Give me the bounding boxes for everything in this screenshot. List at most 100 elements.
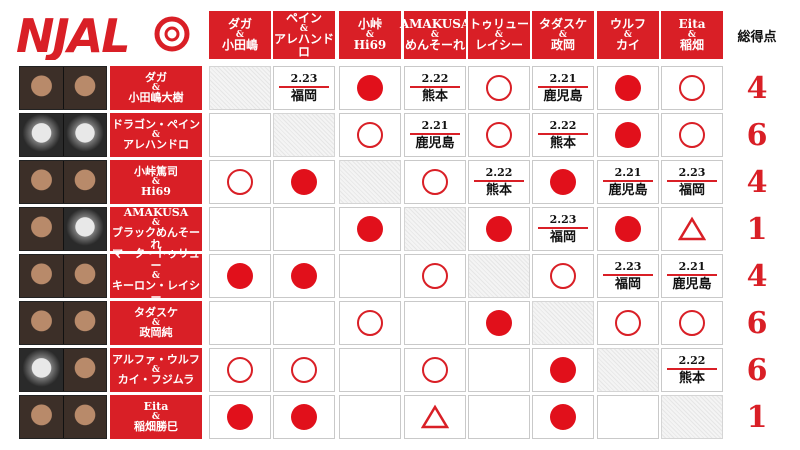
- win-filled-circle-icon: [550, 357, 576, 383]
- match-city: 熊本: [549, 135, 576, 151]
- match-cell: 2.23 福岡: [597, 254, 659, 298]
- draw-triangle-icon: [421, 404, 449, 429]
- match-cell: [404, 160, 466, 204]
- match-cell: [339, 66, 401, 110]
- match-cell: 2.23 福岡: [532, 207, 594, 251]
- masked-wrestler-portrait: [20, 349, 64, 391]
- date-divider: [603, 179, 653, 182]
- team-name: タダスケ & 政岡純: [110, 301, 202, 345]
- match-city: 鹿児島: [608, 182, 648, 198]
- match-cell: [209, 113, 271, 157]
- masked-wrestler-portrait: [63, 114, 106, 156]
- wrestler-portrait: [20, 208, 64, 250]
- team-name: アルファ・ウルフ & カイ・フジムラ: [110, 348, 202, 392]
- match-date: 2.21: [614, 165, 642, 179]
- match-city: 鹿児島: [543, 88, 583, 104]
- total-points: 1: [746, 399, 768, 435]
- opponent-header: タダスケ & 政岡: [532, 11, 594, 59]
- team-name: マーク・トゥリュー & キーロン・レイシー: [110, 248, 202, 304]
- team-member-2: 稲畑勝巳: [134, 420, 178, 433]
- match-cell: 2.22 熊本: [532, 113, 594, 157]
- match-cell: [273, 395, 335, 439]
- header-ampersand: &: [558, 30, 568, 40]
- win-filled-circle-icon: [227, 404, 253, 430]
- match-cell: 2.22 熊本: [404, 66, 466, 110]
- match-cell: [273, 160, 335, 204]
- match-cell: [532, 395, 594, 439]
- match-city: 熊本: [421, 88, 448, 104]
- team-ampersand: &: [151, 130, 161, 140]
- team-member-1: タダスケ: [134, 306, 178, 319]
- win-filled-circle-icon: [227, 263, 253, 289]
- match-cell: [404, 254, 466, 298]
- match-cell: [209, 254, 271, 298]
- date-divider: [603, 273, 653, 276]
- match-cell: 2.21 鹿児島: [597, 160, 659, 204]
- win-filled-circle-icon: [615, 216, 641, 242]
- team-ampersand: &: [151, 83, 161, 93]
- wrestler-portrait: [63, 67, 106, 109]
- date-divider: [474, 179, 524, 182]
- opponent-header: Eita & 稲畑: [661, 11, 723, 59]
- team-ampersand: &: [151, 365, 161, 375]
- header-ampersand: &: [299, 23, 309, 34]
- team-member-1: Eita: [143, 400, 169, 413]
- match-city: 福岡: [290, 88, 317, 104]
- wrestler-portrait: [20, 67, 64, 109]
- header-ampersand: &: [365, 30, 375, 40]
- team-member-1: AMAKUSA: [123, 206, 189, 219]
- wrestler-portrait: [63, 349, 106, 391]
- header-name-bottom: 政岡: [550, 38, 575, 52]
- team-photo: [19, 113, 107, 157]
- team-name: 小峠篤司 & Hi69: [110, 160, 202, 204]
- match-city: 福岡: [614, 276, 641, 292]
- loss-open-circle-icon: [227, 357, 253, 383]
- date-divider: [410, 85, 460, 88]
- match-date: 2.23: [549, 212, 577, 226]
- match-city: 鹿児島: [672, 276, 712, 292]
- match-cell: [209, 395, 271, 439]
- wrestler-portrait: [63, 255, 106, 297]
- header-name-bottom: Hi69: [353, 38, 387, 52]
- header-ampersand: &: [494, 30, 504, 40]
- header-name-top: ダガ: [227, 17, 252, 31]
- total-points: 4: [746, 258, 768, 294]
- logo-mark: NJAL: [16, 9, 190, 63]
- header-ampersand: &: [235, 30, 245, 40]
- match-cell: [597, 113, 659, 157]
- team-ampersand: &: [151, 318, 161, 328]
- match-date: 2.21: [678, 259, 706, 273]
- team-name: AMAKUSA & ブラックめんそーれ: [110, 207, 202, 251]
- win-filled-circle-icon: [291, 263, 317, 289]
- loss-open-circle-icon: [291, 357, 317, 383]
- team-ampersand: &: [151, 412, 161, 422]
- header-name-top: AMAKUSA: [399, 17, 471, 31]
- header-name-top: Eita: [678, 17, 706, 31]
- opponent-header: ペイン & アレハンドロ: [273, 11, 335, 59]
- win-filled-circle-icon: [486, 310, 512, 336]
- loss-open-circle-icon: [486, 122, 512, 148]
- match-cell: 2.21 鹿児島: [532, 66, 594, 110]
- scheduled-match: 2.21 鹿児島: [410, 119, 460, 151]
- match-cell: 2.22 熊本: [661, 348, 723, 392]
- match-cell: [468, 301, 530, 345]
- match-date: 2.23: [614, 259, 642, 273]
- team-member-2: 小田嶋大樹: [128, 91, 184, 104]
- date-divider: [667, 179, 717, 182]
- total-points: 4: [746, 164, 768, 200]
- opponent-header: トゥリュー & レイシー: [468, 11, 530, 59]
- match-date: 2.23: [678, 165, 706, 179]
- match-cell: [209, 348, 271, 392]
- opponent-header: AMAKUSA & めんそーれ: [400, 11, 470, 59]
- total-points: 6: [746, 352, 768, 388]
- wrestler-portrait: [20, 396, 64, 438]
- self-match-cell: [339, 160, 401, 204]
- loss-open-circle-icon: [550, 263, 576, 289]
- date-divider: [279, 85, 329, 88]
- wrestler-portrait: [20, 255, 64, 297]
- header-name-top: トゥリュー: [468, 17, 529, 31]
- total-points-header: 総得点: [737, 29, 777, 45]
- match-cell: [532, 348, 594, 392]
- match-city: 熊本: [485, 182, 512, 198]
- match-cell: [339, 395, 401, 439]
